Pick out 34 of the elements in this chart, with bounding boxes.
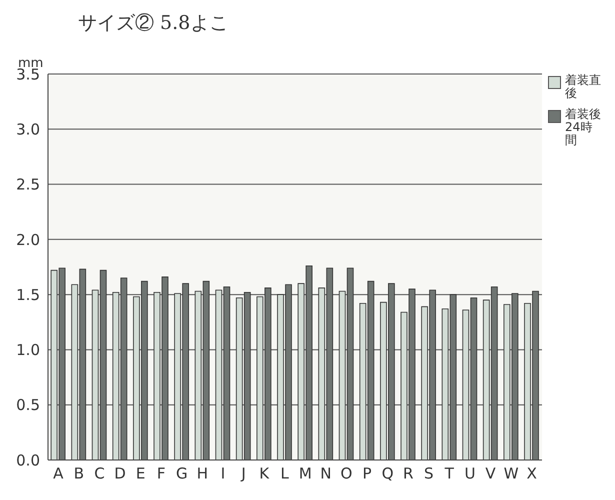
x-tick-label: A (53, 464, 64, 483)
x-tick-label: B (74, 464, 84, 483)
y-tick-label: 1.5 (16, 286, 40, 304)
x-tick-label: C (94, 464, 105, 483)
y-tick-label: 0.0 (16, 451, 40, 470)
y-tick-label: 2.5 (16, 176, 40, 194)
x-tick-label: I (220, 464, 226, 483)
x-tick-label: U (464, 464, 476, 483)
x-tick-label: N (320, 464, 332, 483)
legend-label: 着装後24時間 (565, 107, 602, 147)
x-tick-label: P (362, 464, 372, 483)
x-tick-label: T (444, 464, 455, 483)
x-tick-label: R (402, 464, 414, 483)
x-tick-label: W (504, 464, 519, 483)
y-tick-label: 3.0 (16, 120, 40, 138)
x-tick-label: J (240, 464, 246, 483)
x-tick-label: O (340, 464, 352, 483)
x-tick-label: L (280, 464, 290, 483)
y-tick-label: 1.0 (16, 341, 40, 360)
x-tick-label: H (196, 464, 208, 483)
x-tick-label: D (114, 464, 126, 483)
x-tick-label: M (298, 464, 312, 483)
legend-label: 着装直後 (565, 73, 602, 100)
y-tick-label: 0.5 (16, 396, 40, 414)
chart-title: サイズ② 5.8よこ (78, 11, 230, 36)
y-tick-label: 2.0 (16, 230, 40, 249)
x-tick-label: S (424, 464, 434, 483)
x-tick-label: Q (382, 464, 394, 483)
x-tick-label: K (259, 464, 270, 483)
x-tick-label: F (156, 464, 166, 483)
x-tick-label: E (136, 464, 146, 483)
x-tick-label: X (526, 464, 537, 483)
x-tick-label: G (176, 464, 188, 483)
x-tick-label: V (485, 464, 496, 483)
